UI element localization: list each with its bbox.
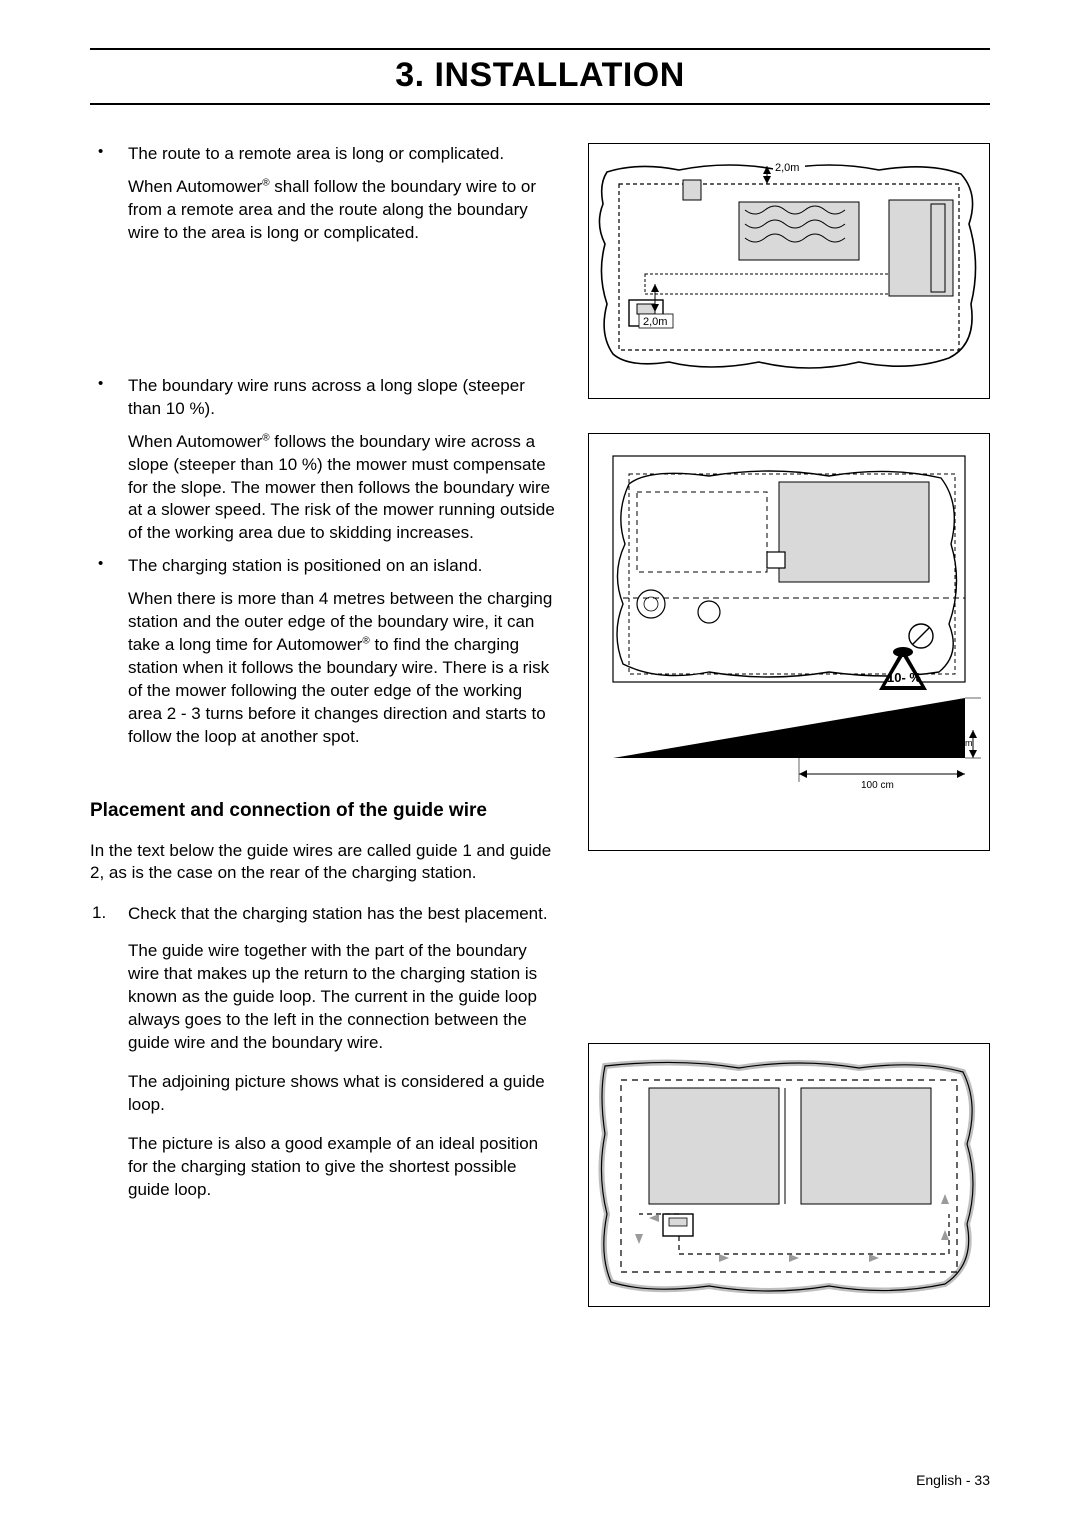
numbered-item: 1. Check that the charging station has t… [90, 903, 560, 926]
reg-mark: ® [262, 177, 269, 188]
arrowhead-right-icon [957, 770, 965, 778]
figure-1-svg: 2,0m 2,0m [589, 144, 989, 398]
arrowhead-up-icon [651, 284, 659, 292]
arrow-down-icon [941, 1194, 949, 1204]
arrowhead-up-icon [969, 730, 977, 738]
figure-2: 10- % 100 cm 10- cm [588, 433, 990, 851]
bullet-sub: When there is more than 4 metres between… [128, 588, 560, 749]
guide-loop [679, 1214, 949, 1254]
arrow-right-icon [719, 1254, 729, 1262]
shed [683, 180, 701, 200]
numbered-lead: Check that the charging station has the … [128, 903, 560, 926]
section-heading: Placement and connection of the guide wi… [90, 799, 560, 824]
left-column: • The route to a remote area is long or … [90, 143, 560, 1307]
arrowhead-down-icon [763, 176, 771, 184]
corridor-box [645, 274, 889, 294]
figure-2-svg: 10- % 100 cm 10- cm [589, 434, 989, 850]
arrow-down-icon [635, 1234, 643, 1244]
pool-rect [739, 202, 859, 260]
bullet-item: • The boundary wire runs across a long s… [90, 375, 560, 421]
bullet-item: • The route to a remote area is long or … [90, 143, 560, 166]
arrow-right-icon [869, 1254, 879, 1262]
bullet-list-1: • The route to a remote area is long or … [90, 143, 560, 166]
bullet-sub: When Automower® shall follow the boundar… [128, 176, 560, 245]
figure-1: 2,0m 2,0m [588, 143, 990, 399]
content-columns: • The route to a remote area is long or … [90, 143, 990, 1307]
arrowhead-left-icon [799, 770, 807, 778]
house-left [649, 1088, 779, 1204]
sub-pre: When Automower [128, 432, 262, 451]
bullet-marker: • [90, 555, 128, 578]
reg-mark: ® [362, 635, 369, 646]
arrow-up-icon [941, 1230, 949, 1240]
plan-house [779, 482, 929, 582]
bullet-item: • The charging station is positioned on … [90, 555, 560, 578]
bullet-sub: When Automower® follows the boundary wir… [128, 431, 560, 546]
sub-pre: When Automower [128, 177, 262, 196]
house-right [801, 1088, 931, 1204]
dim-top-label: 2,0m [775, 162, 799, 174]
bullet-list-3: • The charging station is positioned on … [90, 555, 560, 578]
bullet-marker: • [90, 143, 128, 166]
numbered-sub: The picture is also a good example of an… [128, 1133, 560, 1202]
slope-wedge [613, 698, 965, 758]
numbered-sub: The adjoining picture shows what is cons… [128, 1071, 560, 1117]
arrowhead-down-icon [969, 750, 977, 758]
mower-icon [893, 647, 913, 657]
charger-plate [669, 1218, 687, 1226]
dim-bottom-label: 2,0m [643, 316, 667, 328]
numbered-list: 1. Check that the charging station has t… [90, 903, 560, 926]
arrow-left-icon [649, 1214, 659, 1222]
bullet-lead: The boundary wire runs across a long slo… [128, 375, 560, 421]
dim-v-label: 10- cm [945, 738, 973, 748]
arrow-right-icon [789, 1254, 799, 1262]
bullet-list-2: • The boundary wire runs across a long s… [90, 375, 560, 421]
slope-percent-label: 10- % [887, 670, 921, 685]
figure-3-svg [589, 1044, 989, 1306]
bottom-rule [90, 103, 990, 105]
page-footer: English - 33 [916, 1472, 990, 1488]
bullet-marker: • [90, 375, 128, 421]
figure-3 [588, 1043, 990, 1307]
page-title-wrap: 3. INSTALLATION [90, 56, 990, 95]
plan-charger [767, 552, 785, 568]
numbered-sub: The guide wire together with the part of… [128, 940, 560, 1055]
bullet-lead: The charging station is positioned on an… [128, 555, 560, 578]
intro-paragraph: In the text below the guide wires are ca… [90, 840, 560, 886]
top-rule [90, 48, 990, 50]
page-title: 3. INSTALLATION [90, 56, 990, 95]
right-column: 2,0m 2,0m [588, 143, 990, 1307]
numbered-marker: 1. [90, 903, 128, 926]
dim-h-label: 100 cm [861, 780, 894, 791]
reg-mark: ® [262, 432, 269, 443]
house-annex [931, 204, 945, 292]
bullet-lead: The route to a remote area is long or co… [128, 143, 560, 166]
spacer [90, 255, 560, 375]
